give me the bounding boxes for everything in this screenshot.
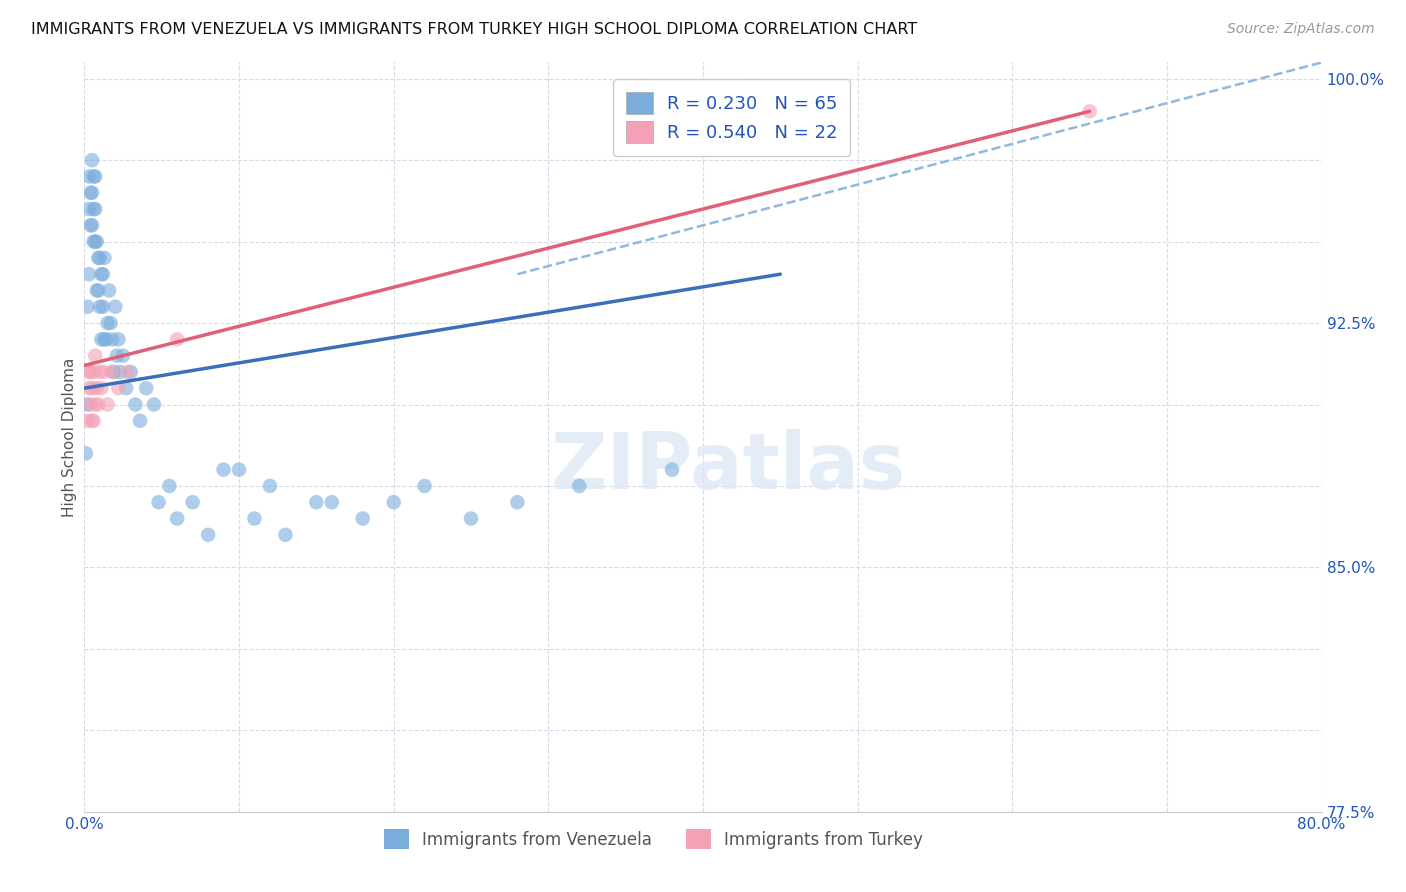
Point (90, 381, 112, 395)
Point (83, 169, 105, 184)
Point (166, 332, 188, 346)
Point (77, 381, 100, 395)
Point (413, 479, 436, 493)
Point (91, 300, 114, 314)
Point (96, 316, 118, 330)
Point (506, 495, 529, 509)
Text: IMMIGRANTS FROM VENEZUELA VS IMMIGRANTS FROM TURKEY HIGH SCHOOL DIPLOMA CORRELAT: IMMIGRANTS FROM VENEZUELA VS IMMIGRANTS … (31, 22, 917, 37)
Point (79, 186, 101, 200)
Point (124, 397, 146, 411)
Point (77, 202, 100, 216)
Point (143, 397, 166, 411)
Point (321, 495, 343, 509)
Point (93, 365, 115, 379)
Point (79, 219, 101, 233)
Point (103, 365, 125, 379)
Point (212, 463, 235, 477)
Point (352, 511, 374, 525)
Point (84, 349, 107, 363)
Point (1078, 104, 1101, 119)
Point (112, 349, 135, 363)
Point (107, 381, 129, 395)
Point (101, 332, 124, 346)
Point (82, 219, 104, 233)
Legend: Immigrants from Venezuela, Immigrants from Turkey: Immigrants from Venezuela, Immigrants fr… (377, 822, 929, 855)
Point (83, 202, 105, 216)
Point (93, 251, 115, 265)
Point (76, 414, 98, 428)
Point (83, 365, 105, 379)
Point (89, 300, 111, 314)
Point (100, 316, 122, 330)
Text: ZIPatlas: ZIPatlas (550, 429, 905, 505)
Point (82, 381, 104, 395)
Point (460, 511, 482, 525)
Point (76, 300, 98, 314)
Point (197, 528, 219, 542)
Point (661, 463, 683, 477)
Point (96, 397, 118, 411)
Point (87, 251, 110, 265)
Point (87, 397, 110, 411)
Point (87, 284, 110, 298)
Point (120, 365, 142, 379)
Point (75, 446, 97, 460)
Point (105, 349, 128, 363)
Point (93, 332, 115, 346)
Point (86, 381, 108, 395)
Point (305, 495, 328, 509)
Point (117, 365, 139, 379)
Point (101, 365, 124, 379)
Point (94, 332, 117, 346)
Point (243, 511, 266, 525)
Point (129, 414, 152, 428)
Point (82, 414, 104, 428)
Point (84, 202, 107, 216)
Point (82, 186, 104, 200)
Point (79, 397, 101, 411)
Point (84, 169, 107, 184)
Point (90, 267, 112, 281)
Point (382, 495, 405, 509)
Point (181, 495, 204, 509)
Point (104, 300, 127, 314)
Point (83, 414, 105, 428)
Point (86, 284, 108, 298)
Point (86, 235, 108, 249)
Point (107, 332, 129, 346)
Point (82, 153, 104, 168)
Point (89, 365, 111, 379)
Point (90, 332, 112, 346)
Point (159, 479, 180, 493)
Point (259, 479, 281, 493)
Point (76, 397, 98, 411)
Point (568, 479, 591, 493)
Point (166, 511, 188, 525)
Point (89, 251, 111, 265)
Point (77, 365, 100, 379)
Point (91, 267, 114, 281)
Point (135, 381, 157, 395)
Point (77, 169, 100, 184)
Y-axis label: High School Diploma: High School Diploma (62, 358, 77, 516)
Point (148, 495, 170, 509)
Point (274, 528, 297, 542)
Point (79, 365, 101, 379)
Point (77, 267, 100, 281)
Point (83, 235, 105, 249)
Point (108, 365, 131, 379)
Point (84, 397, 107, 411)
Point (115, 381, 138, 395)
Point (228, 463, 250, 477)
Point (98, 284, 121, 298)
Point (84, 235, 107, 249)
Text: Source: ZipAtlas.com: Source: ZipAtlas.com (1227, 22, 1375, 37)
